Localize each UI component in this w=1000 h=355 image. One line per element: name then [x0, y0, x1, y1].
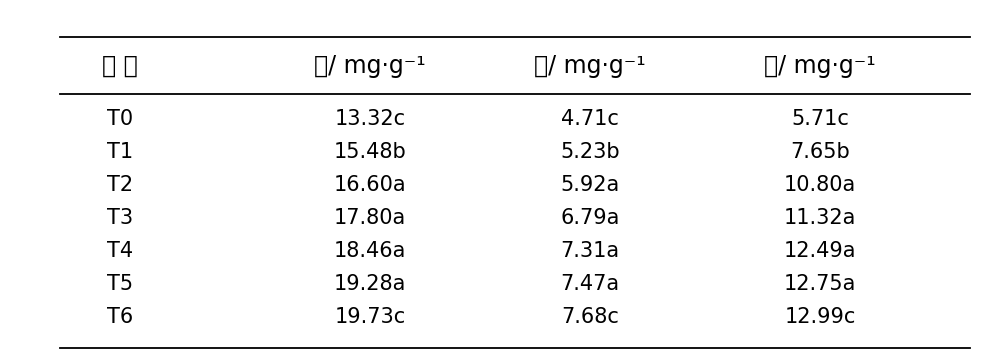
Text: 11.32a: 11.32a — [784, 208, 856, 228]
Text: 16.60a: 16.60a — [334, 175, 406, 195]
Text: 12.75a: 12.75a — [784, 274, 856, 294]
Text: T3: T3 — [107, 208, 133, 228]
Text: 7.68c: 7.68c — [561, 307, 619, 327]
Text: T6: T6 — [107, 307, 133, 327]
Text: 6.79a: 6.79a — [560, 208, 620, 228]
Text: 组 别: 组 别 — [102, 54, 138, 78]
Text: 5.71c: 5.71c — [791, 109, 849, 129]
Text: 10.80a: 10.80a — [784, 175, 856, 195]
Text: 7.31a: 7.31a — [560, 241, 620, 261]
Text: 13.32c: 13.32c — [334, 109, 406, 129]
Text: 钒/ mg·g⁻¹: 钒/ mg·g⁻¹ — [764, 54, 876, 78]
Text: 15.48b: 15.48b — [334, 142, 406, 162]
Text: 5.23b: 5.23b — [560, 142, 620, 162]
Text: 氮/ mg·g⁻¹: 氮/ mg·g⁻¹ — [314, 54, 426, 78]
Text: 18.46a: 18.46a — [334, 241, 406, 261]
Text: 19.73c: 19.73c — [334, 307, 406, 327]
Text: T0: T0 — [107, 109, 133, 129]
Text: 5.92a: 5.92a — [560, 175, 620, 195]
Text: 12.49a: 12.49a — [784, 241, 856, 261]
Text: T1: T1 — [107, 142, 133, 162]
Text: T2: T2 — [107, 175, 133, 195]
Text: 17.80a: 17.80a — [334, 208, 406, 228]
Text: 7.65b: 7.65b — [790, 142, 850, 162]
Text: 19.28a: 19.28a — [334, 274, 406, 294]
Text: 4.71c: 4.71c — [561, 109, 619, 129]
Text: 12.99c: 12.99c — [784, 307, 856, 327]
Text: T4: T4 — [107, 241, 133, 261]
Text: 磷/ mg·g⁻¹: 磷/ mg·g⁻¹ — [534, 54, 646, 78]
Text: 7.47a: 7.47a — [560, 274, 620, 294]
Text: T5: T5 — [107, 274, 133, 294]
